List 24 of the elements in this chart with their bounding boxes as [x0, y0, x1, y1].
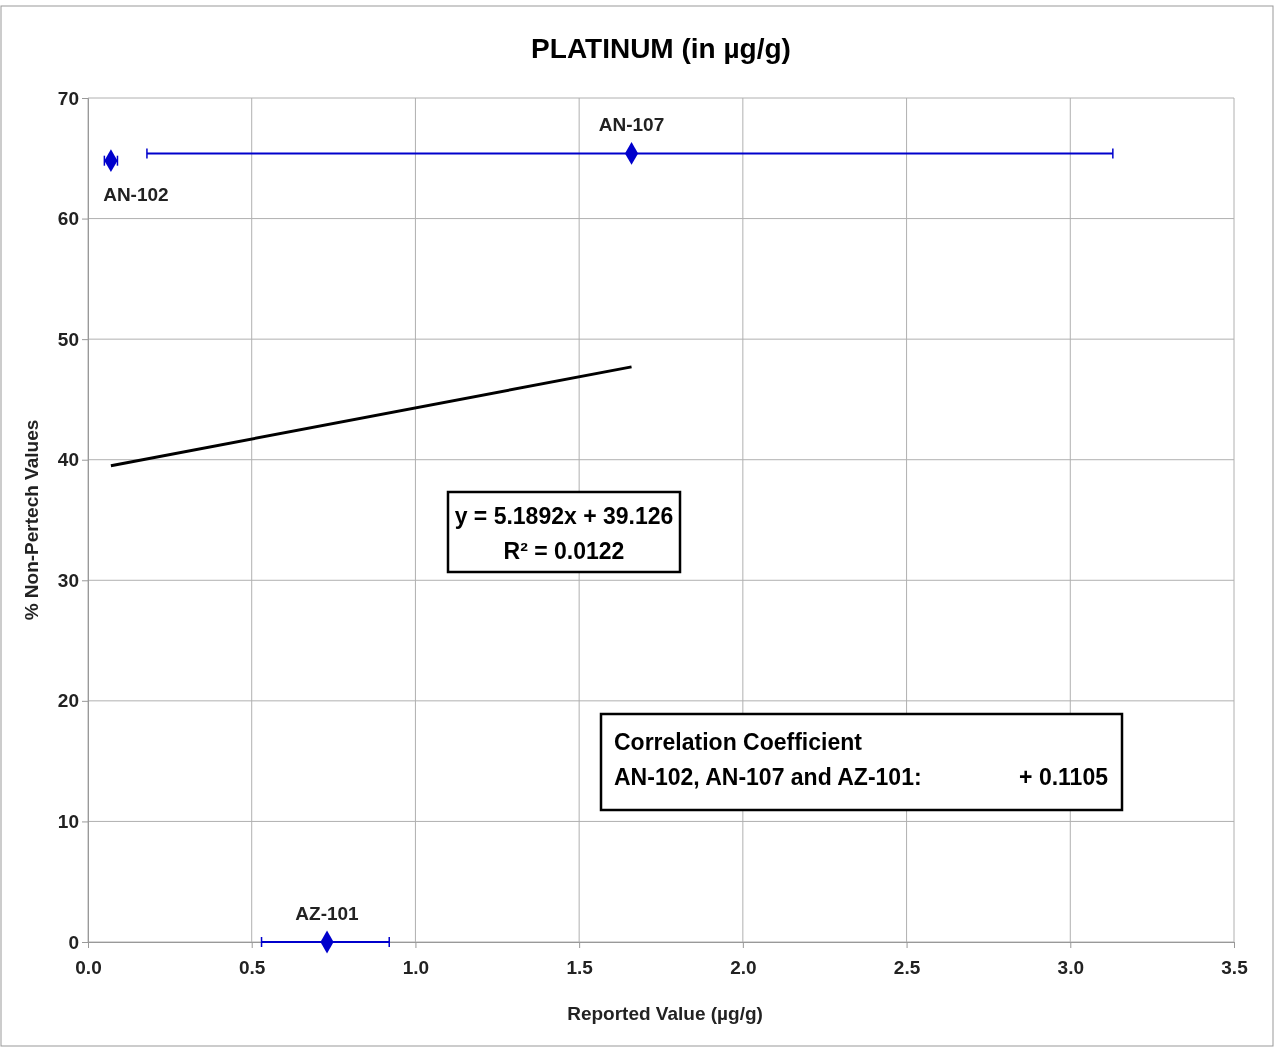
x-tick-label: 2.0 — [730, 956, 757, 978]
x-tick-label: 3.0 — [1057, 956, 1084, 978]
y-tick-label: 70 — [57, 87, 79, 109]
x-tick-label: 1.0 — [402, 956, 430, 978]
x-axis-title: Reported Value (µg/g) — [567, 1003, 763, 1024]
y-axis-title: % Non-Pertech Values — [21, 419, 42, 621]
y-tick-label: 0 — [68, 931, 79, 953]
chart-title: PLATINUM (in µg/g) — [531, 33, 791, 64]
y-tick-label: 20 — [57, 690, 79, 712]
x-tick-label: 0.0 — [75, 956, 102, 978]
annotation: y = 5.1892x + 39.126 R² = 0.0122 — [454, 503, 674, 564]
y-tick-label: 60 — [57, 208, 79, 230]
x-tick-label: 1.5 — [566, 956, 594, 978]
y-tick-label: 10 — [57, 811, 79, 833]
text: Correlation Coefficient AN-102, AN-107 and AZ-101: + 0.1105 — [614, 729, 1108, 790]
annotation: AZ-101 — [295, 903, 360, 924]
x-tick-label: 3.5 — [1221, 956, 1249, 978]
y-tick-label: 50 — [57, 328, 79, 350]
x-tick-label: 2.5 — [893, 956, 921, 978]
annotation: AN-107 — [598, 114, 665, 136]
y-tick-label: 30 — [57, 569, 79, 591]
annotation: AN-102 — [103, 183, 169, 205]
x-tick-label: 0.5 — [239, 956, 266, 978]
y-tick-label: 40 — [57, 449, 79, 471]
